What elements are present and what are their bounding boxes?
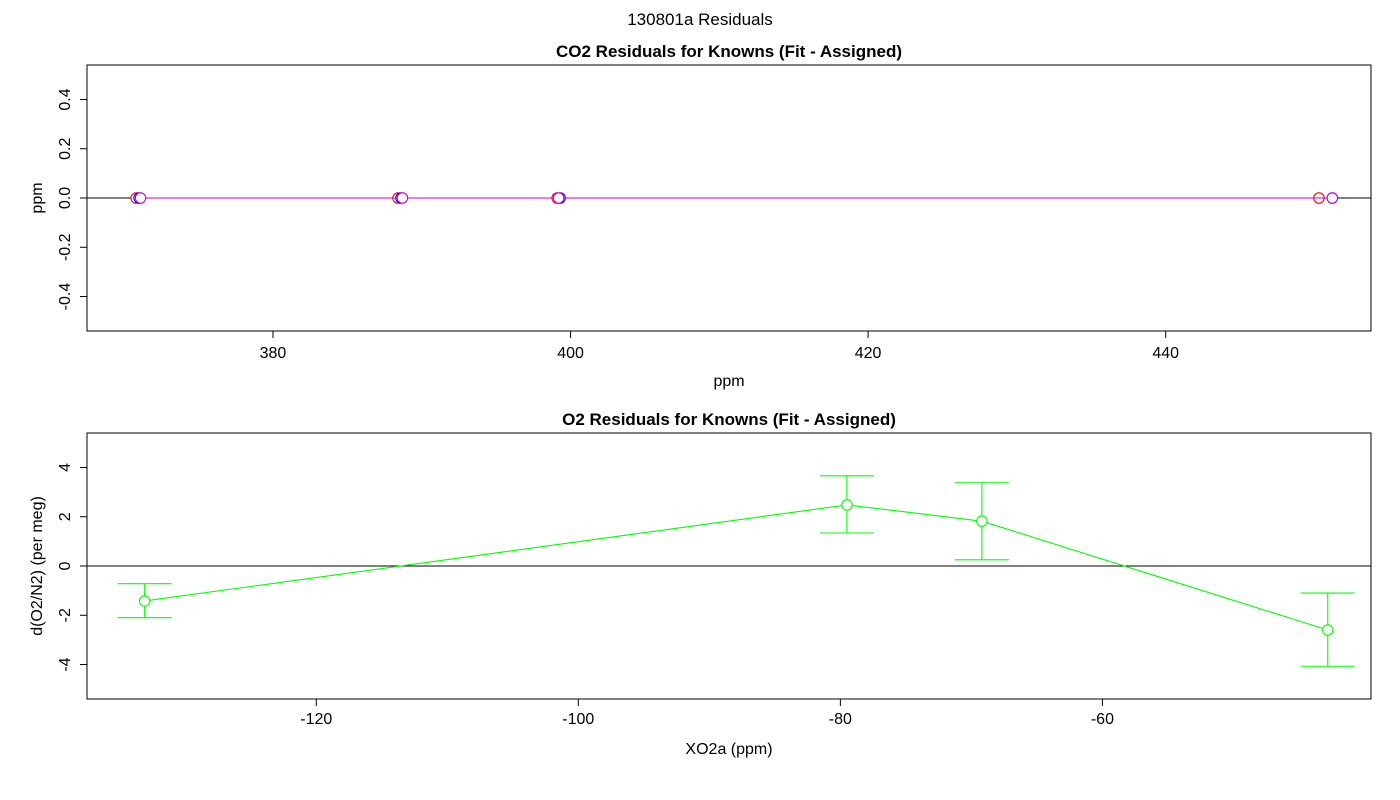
o2-x-axis-title: XO2a (ppm) — [685, 741, 772, 758]
co2-y-tick-label: 0.2 — [57, 138, 74, 160]
co2-x-tick-label: 400 — [557, 345, 584, 362]
co2-chart-title: CO2 Residuals for Knowns (Fit - Assigned… — [556, 42, 902, 61]
co2-x-tick-label: 440 — [1152, 345, 1179, 362]
co2-x-tick-label: 380 — [260, 345, 287, 362]
co2-x-tick-label: 420 — [855, 345, 882, 362]
figure-title: 130801a Residuals — [627, 10, 773, 29]
co2-y-tick-label: 0.0 — [57, 187, 74, 209]
o2-x-tick-label: -60 — [1091, 711, 1114, 728]
co2-y-tick-label: 0.4 — [57, 88, 74, 110]
o2-y-tick-label: -4 — [57, 657, 74, 671]
o2-data-point — [841, 499, 853, 511]
co2-y-tick-label: -0.2 — [57, 233, 74, 261]
co2-data-point — [396, 192, 409, 204]
co2-data-point — [134, 192, 147, 204]
o2-y-tick-label: -2 — [57, 608, 74, 622]
o2-x-tick-label: -120 — [300, 711, 332, 728]
co2-y-axis-title: ppm — [29, 182, 46, 213]
co2-data-point — [1326, 192, 1339, 204]
o2-panel: O2 Residuals for Knowns (Fit - Assigned)… — [29, 410, 1372, 758]
o2-chart-title: O2 Residuals for Knowns (Fit - Assigned) — [562, 410, 896, 429]
o2-x-tick-label: -80 — [829, 711, 852, 728]
o2-y-tick-label: 2 — [57, 512, 74, 521]
o2-y-tick-label: 4 — [57, 463, 74, 472]
co2-x-axis-title: ppm — [713, 373, 744, 390]
co2-y-tick-label: -0.4 — [57, 283, 74, 311]
o2-y-tick-label: 0 — [57, 561, 74, 570]
o2-data-point — [976, 515, 988, 527]
o2-data-point — [138, 595, 151, 607]
co2-panel: CO2 Residuals for Knowns (Fit - Assigned… — [29, 42, 1372, 390]
co2-data-point — [552, 192, 565, 204]
o2-x-tick-label: -100 — [562, 711, 594, 728]
o2-y-axis-title: d(O2/N2) (per meg) — [29, 496, 46, 636]
o2-series-0-line — [144, 504, 1328, 631]
o2-data-point — [1322, 624, 1334, 636]
o2-data-layer — [87, 475, 1371, 667]
co2-data-layer — [87, 192, 1371, 204]
